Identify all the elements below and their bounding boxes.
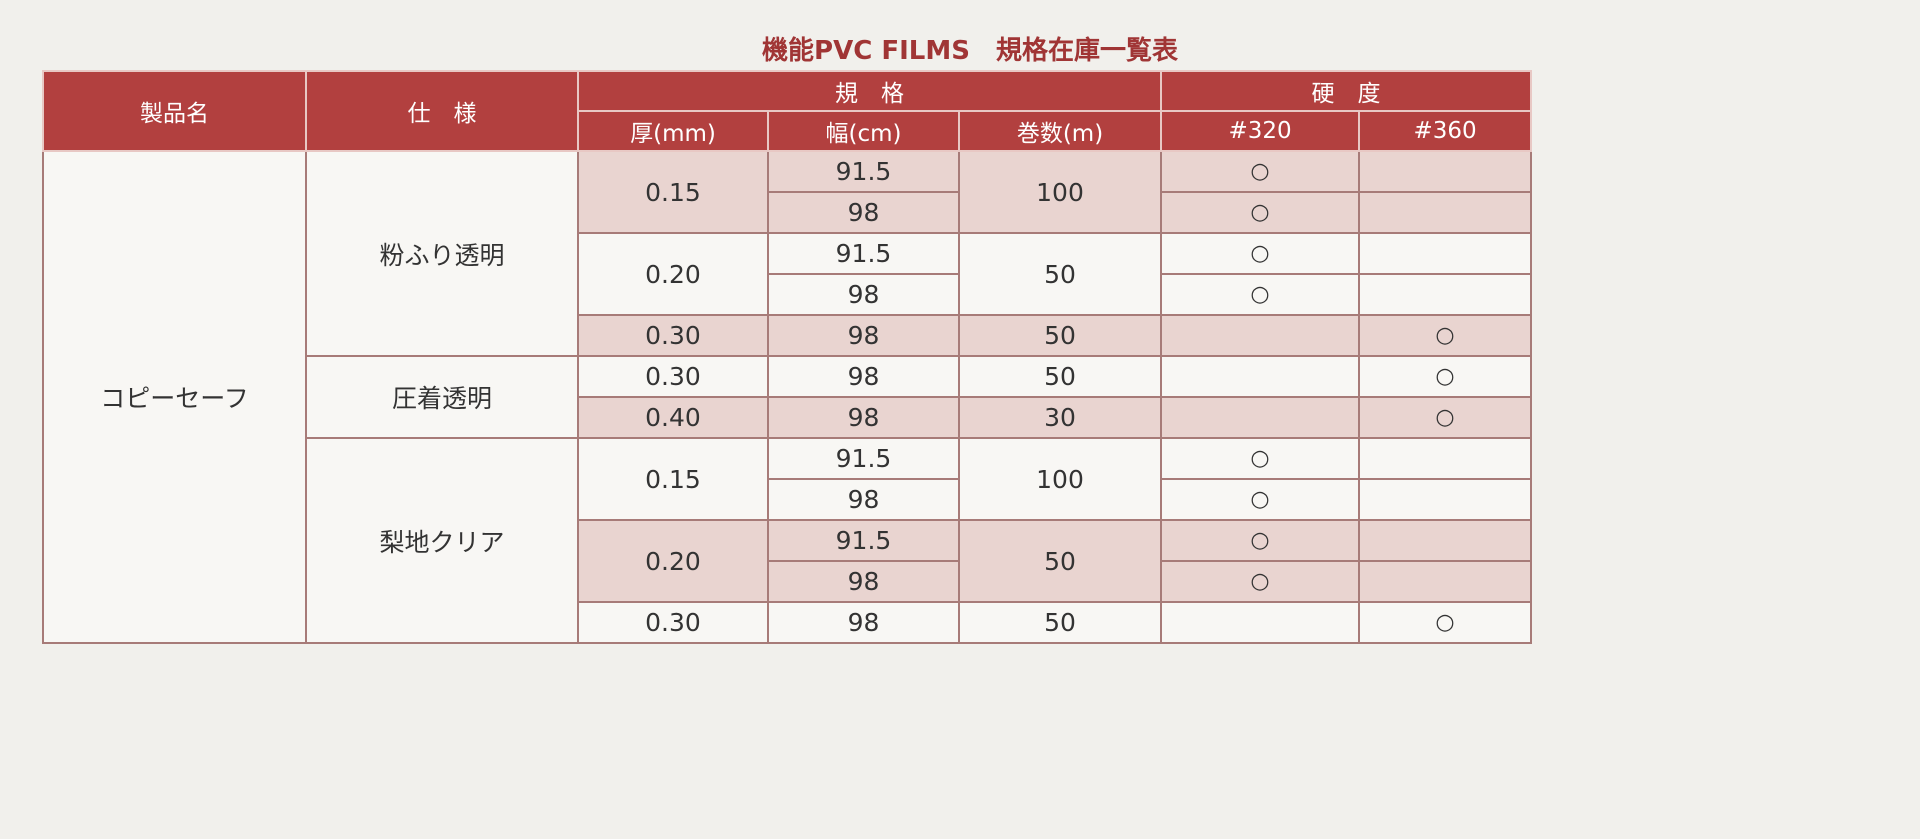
hardness-mark <box>1160 314 1361 357</box>
width: 91.5 <box>767 437 960 480</box>
header: #320 <box>1160 110 1361 152</box>
hardness-mark <box>1358 150 1533 193</box>
length: 30 <box>957 396 1163 439</box>
row: 0.20 91.5 50 ○ <box>43 519 1533 603</box>
header: 製品名 <box>42 70 307 152</box>
width: 98 <box>767 560 960 603</box>
hardness-mark <box>1358 519 1533 562</box>
width: 98 <box>767 478 960 521</box>
header: 厚(mm) <box>577 110 769 152</box>
thickness: 0.40 <box>577 396 769 439</box>
thickness: 0.15 <box>577 150 769 234</box>
hardness-mark <box>1160 396 1361 439</box>
length: 50 <box>957 601 1163 644</box>
hardness-mark: ○ <box>1160 478 1361 521</box>
hardness-mark: ○ <box>1160 232 1361 275</box>
row: 98 ○ <box>43 478 1533 521</box>
header: #360 <box>1358 110 1533 152</box>
thickness: 0.30 <box>577 355 769 398</box>
hardness-mark: ○ <box>1160 273 1361 316</box>
spec: 梨地クリア <box>305 437 579 644</box>
width: 98 <box>767 191 960 234</box>
hardness-mark: ○ <box>1358 355 1533 398</box>
width: 98 <box>767 601 960 644</box>
product: コピーセーフ <box>42 150 307 644</box>
header: 規 格 <box>576 70 1163 112</box>
hardness-mark <box>1160 601 1361 644</box>
hardness-mark <box>1160 355 1361 398</box>
width: 91.5 <box>767 519 960 562</box>
spec: 粉ふり透明 <box>305 150 579 357</box>
width: 98 <box>767 273 960 316</box>
width: 98 <box>767 396 960 439</box>
length: 100 <box>957 150 1163 234</box>
row: コピーセーフ 粉ふり透明 0.15 91.5 100 ○ <box>42 150 1533 644</box>
width: 98 <box>767 314 960 357</box>
hardness-mark <box>1358 478 1533 521</box>
hardness-mark: ○ <box>1160 519 1361 562</box>
row: 0.40 98 30 ○ <box>43 396 1533 439</box>
hardness-mark: ○ <box>1358 314 1533 357</box>
width: 98 <box>767 355 960 398</box>
row: 圧着透明 0.30 98 50 ○ <box>43 355 1533 439</box>
thickness: 0.15 <box>577 437 769 521</box>
thickness: 0.30 <box>577 314 769 357</box>
length: 100 <box>957 437 1163 521</box>
hardness-mark: ○ <box>1358 601 1533 644</box>
hardness-mark <box>1358 232 1533 275</box>
row: 98 ○ <box>43 273 1533 316</box>
hardness-mark: ○ <box>1160 560 1361 603</box>
title: 機能PVC FILMS 規格在庫一覧表 <box>762 36 1178 66</box>
header: 巻数(m) <box>957 110 1163 152</box>
length: 50 <box>957 232 1163 316</box>
table-body: コピーセーフ 粉ふり透明 0.15 91.5 100 ○ 98 ○ 0.20 91.5 50 ○ 98 ○… <box>42 150 1533 644</box>
hardness-mark <box>1358 191 1533 234</box>
row: 98 ○ <box>43 191 1533 234</box>
header: 仕 様 <box>305 70 579 152</box>
thickness: 0.30 <box>577 601 769 644</box>
header: 幅(cm) <box>767 110 960 152</box>
row: 0.30 98 50 ○ <box>43 601 1533 644</box>
hardness-mark: ○ <box>1160 437 1361 480</box>
length: 50 <box>957 519 1163 603</box>
spec: 圧着透明 <box>305 355 579 439</box>
row: 98 ○ <box>43 560 1533 603</box>
hardness-mark <box>1358 437 1533 480</box>
stock-table: 製品名 仕 様 規 格 硬 度 厚(mm) 幅(cm) 巻数(m) #320 #… <box>42 70 1533 644</box>
hardness-mark: ○ <box>1358 396 1533 439</box>
thickness: 0.20 <box>577 519 769 603</box>
width: 91.5 <box>767 232 960 275</box>
length: 50 <box>957 314 1163 357</box>
row: 0.30 98 50 ○ <box>43 314 1533 357</box>
hardness-mark <box>1358 560 1533 603</box>
header: 硬 度 <box>1160 70 1533 112</box>
hardness-mark: ○ <box>1160 191 1361 234</box>
length: 50 <box>957 355 1163 398</box>
hardness-mark <box>1358 273 1533 316</box>
row: 梨地クリア 0.15 91.5 100 ○ <box>43 437 1533 644</box>
thickness: 0.20 <box>577 232 769 316</box>
row: 0.20 91.5 50 ○ <box>43 232 1533 316</box>
hardness-mark: ○ <box>1160 150 1361 193</box>
width: 91.5 <box>767 150 960 193</box>
